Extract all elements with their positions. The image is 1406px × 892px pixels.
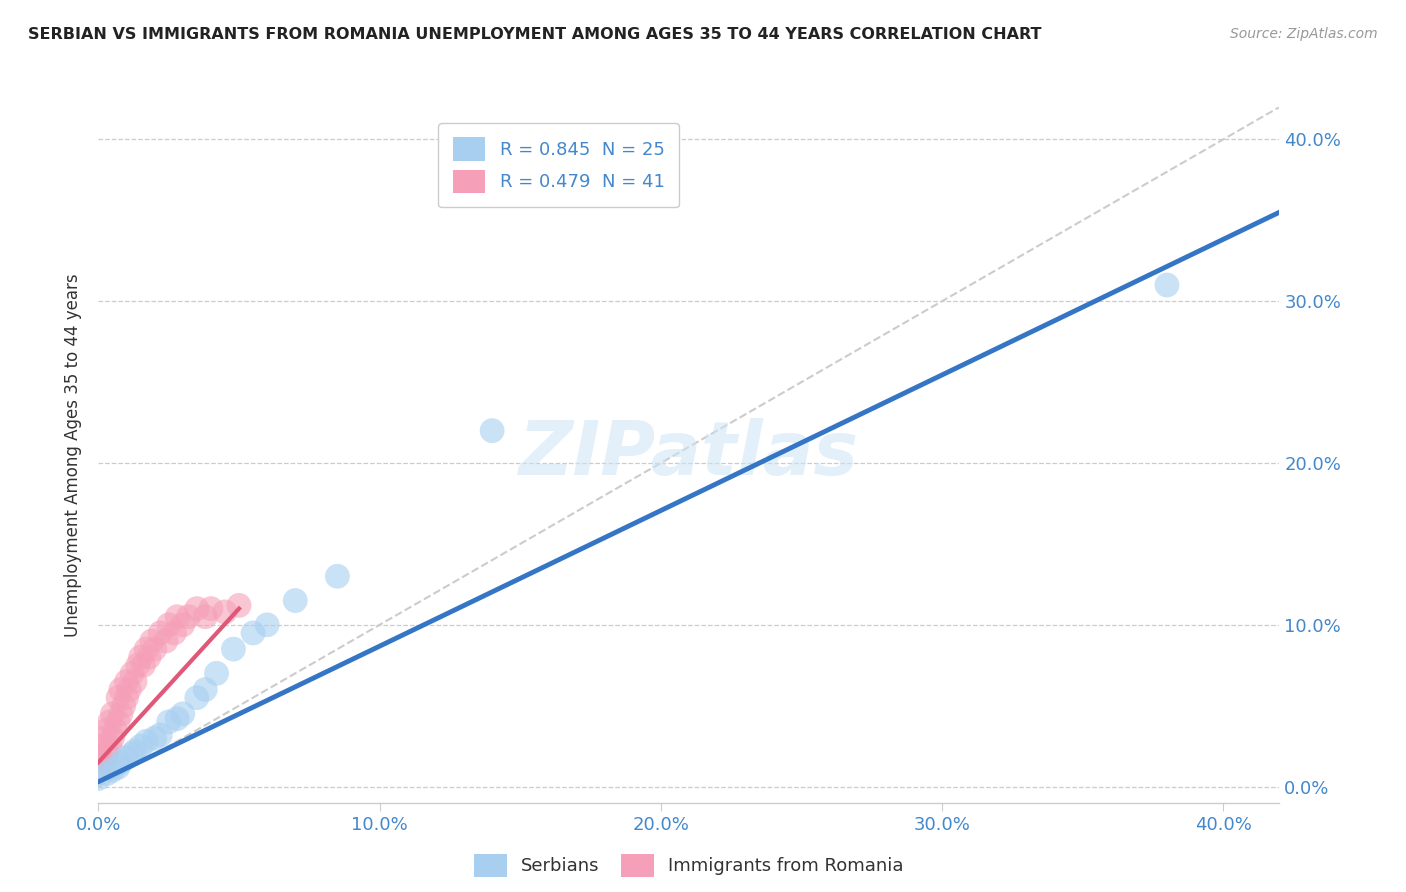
Point [101, 706, 124, 721]
Point [104, 723, 127, 737]
Point [96, 723, 118, 737]
Point [98, 739, 121, 754]
Point [121, 747, 143, 762]
Point [115, 750, 138, 764]
Point [135, 734, 157, 748]
Point [132, 658, 155, 673]
Point [115, 690, 138, 705]
Text: Source: ZipAtlas.com: Source: ZipAtlas.com [1230, 27, 1378, 41]
Point [96, 766, 118, 780]
Point [205, 666, 228, 681]
Point [157, 714, 180, 729]
Point [110, 682, 132, 697]
Point [143, 731, 166, 745]
Point [129, 739, 152, 754]
Point [194, 609, 217, 624]
Point [96, 747, 118, 762]
Point [110, 756, 132, 770]
Point [143, 642, 166, 657]
Point [186, 601, 208, 615]
Point [163, 626, 186, 640]
Point [149, 626, 172, 640]
Text: SERBIAN VS IMMIGRANTS FROM ROMANIA UNEMPLOYMENT AMONG AGES 35 TO 44 YEARS CORREL: SERBIAN VS IMMIGRANTS FROM ROMANIA UNEMP… [28, 27, 1042, 42]
Point [98, 714, 121, 729]
Point [90, 739, 112, 754]
Point [186, 690, 208, 705]
Point [141, 634, 163, 648]
Point [87, 747, 110, 762]
Point [124, 674, 146, 689]
Point [107, 760, 129, 774]
Point [121, 666, 143, 681]
Point [101, 731, 124, 745]
Point [200, 601, 222, 615]
Legend: Serbians, Immigrants from Romania: Serbians, Immigrants from Romania [467, 847, 911, 884]
Point [135, 642, 157, 657]
Point [166, 712, 188, 726]
Point [481, 424, 503, 438]
Point [157, 617, 180, 632]
Point [222, 642, 245, 657]
Point [214, 605, 236, 619]
Point [115, 674, 138, 689]
Point [256, 617, 278, 632]
Point [172, 706, 194, 721]
Point [177, 609, 200, 624]
Point [149, 728, 172, 742]
Point [194, 682, 217, 697]
Point [1156, 278, 1178, 293]
Point [129, 650, 152, 665]
Point [228, 599, 250, 613]
Point [110, 706, 132, 721]
Point [242, 626, 264, 640]
Point [166, 609, 188, 624]
Text: ZIPatlas: ZIPatlas [519, 418, 859, 491]
Point [172, 617, 194, 632]
Point [138, 650, 160, 665]
Point [127, 658, 149, 673]
Point [87, 772, 110, 786]
Point [107, 714, 129, 729]
Point [124, 744, 146, 758]
Point [107, 690, 129, 705]
Point [326, 569, 349, 583]
Point [93, 756, 115, 770]
Point [155, 634, 177, 648]
Point [284, 593, 307, 607]
Point [87, 764, 110, 778]
Point [118, 682, 141, 697]
Point [112, 698, 135, 713]
Point [93, 731, 115, 745]
Point [101, 764, 124, 778]
Y-axis label: Unemployment Among Ages 35 to 44 years: Unemployment Among Ages 35 to 44 years [65, 273, 83, 637]
